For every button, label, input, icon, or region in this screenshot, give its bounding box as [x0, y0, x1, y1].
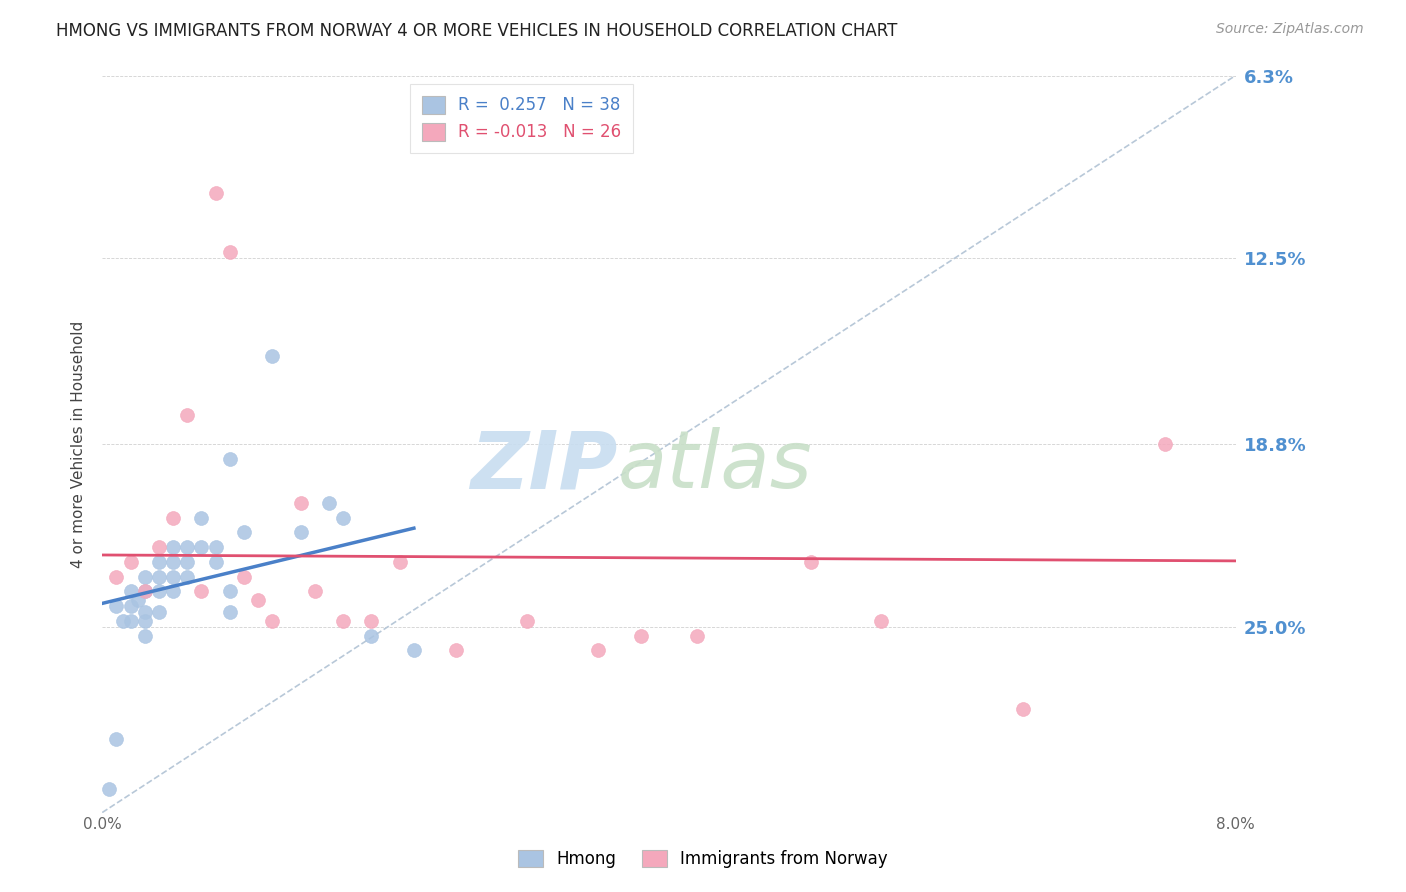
Point — [134, 629, 156, 643]
Text: Source: ZipAtlas.com: Source: ZipAtlas.com — [1216, 22, 1364, 37]
Point — [134, 570, 156, 584]
Text: atlas: atlas — [617, 427, 813, 505]
Point — [360, 614, 382, 628]
Point — [134, 614, 156, 628]
Point — [218, 245, 240, 260]
Point — [120, 555, 142, 569]
Point — [516, 614, 538, 628]
Text: ZIP: ZIP — [471, 427, 617, 505]
Point — [218, 451, 240, 466]
Point — [148, 555, 170, 569]
Point — [304, 584, 326, 599]
Point — [290, 525, 312, 540]
Point — [162, 555, 184, 569]
Point — [112, 614, 135, 628]
Point — [446, 643, 468, 657]
Point — [402, 643, 425, 657]
Point — [332, 510, 354, 524]
Legend: Hmong, Immigrants from Norway: Hmong, Immigrants from Norway — [512, 843, 894, 875]
Point — [120, 614, 142, 628]
Point — [332, 614, 354, 628]
Point — [162, 510, 184, 524]
Point — [204, 555, 226, 569]
Point — [247, 593, 270, 607]
Point — [388, 555, 411, 569]
Point — [218, 605, 240, 619]
Point — [232, 525, 254, 540]
Point — [360, 629, 382, 643]
Point — [148, 540, 170, 554]
Point — [148, 584, 170, 599]
Point — [190, 584, 212, 599]
Point — [218, 584, 240, 599]
Point — [870, 614, 893, 628]
Point — [120, 599, 142, 614]
Point — [204, 540, 226, 554]
Point — [105, 570, 128, 584]
Point — [98, 781, 121, 796]
Text: HMONG VS IMMIGRANTS FROM NORWAY 4 OR MORE VEHICLES IN HOUSEHOLD CORRELATION CHAR: HMONG VS IMMIGRANTS FROM NORWAY 4 OR MOR… — [56, 22, 897, 40]
Point — [176, 555, 198, 569]
Point — [799, 555, 821, 569]
Point — [190, 510, 212, 524]
Point — [290, 496, 312, 510]
Point — [1012, 702, 1035, 716]
Point — [204, 186, 226, 201]
Point — [134, 605, 156, 619]
Point — [148, 570, 170, 584]
Point — [134, 584, 156, 599]
Point — [318, 496, 340, 510]
Y-axis label: 4 or more Vehicles in Household: 4 or more Vehicles in Household — [72, 320, 86, 567]
Point — [148, 605, 170, 619]
Point — [162, 570, 184, 584]
Point — [262, 349, 284, 363]
Point — [120, 584, 142, 599]
Point — [105, 599, 128, 614]
Legend: R =  0.257   N = 38, R = -0.013   N = 26: R = 0.257 N = 38, R = -0.013 N = 26 — [411, 84, 633, 153]
Point — [232, 570, 254, 584]
Point — [262, 614, 284, 628]
Point — [134, 584, 156, 599]
Point — [630, 629, 652, 643]
Point — [176, 570, 198, 584]
Point — [190, 540, 212, 554]
Point — [1153, 437, 1175, 451]
Point — [686, 629, 709, 643]
Point — [176, 540, 198, 554]
Point — [127, 593, 149, 607]
Point — [586, 643, 609, 657]
Point — [162, 584, 184, 599]
Point — [162, 540, 184, 554]
Point — [176, 408, 198, 422]
Point — [105, 731, 128, 746]
